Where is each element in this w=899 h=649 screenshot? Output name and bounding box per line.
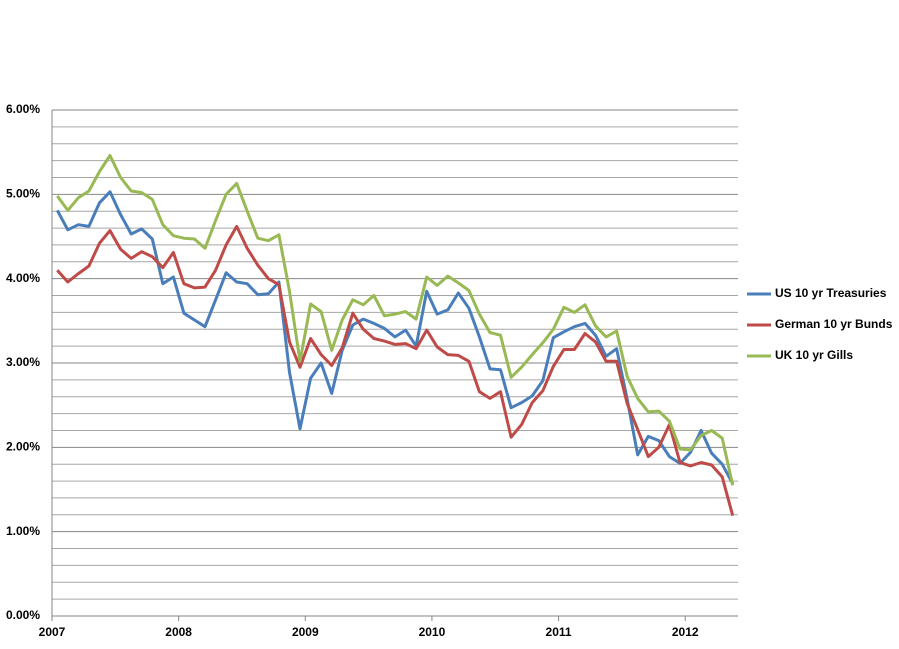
series-line <box>56 154 735 486</box>
legend-label: US 10 yr Treasuries <box>775 286 887 300</box>
y-tick-label: 1.00% <box>6 524 40 538</box>
x-tick-label: 2011 <box>546 625 572 639</box>
legend-label: German 10 yr Bunds <box>775 317 893 331</box>
x-tick-label: 2007 <box>39 625 66 639</box>
x-tick-label: 2010 <box>419 625 446 639</box>
x-tick-label: 2008 <box>165 625 192 639</box>
y-tick-label: 2.00% <box>6 440 40 454</box>
legend-label: UK 10 yr Gills <box>775 348 853 362</box>
y-tick-label: 5.00% <box>6 187 40 201</box>
series-line <box>56 224 735 516</box>
x-tick-label: 2009 <box>292 625 319 639</box>
series-line <box>55 190 735 485</box>
y-tick-label: 0.00% <box>6 608 40 622</box>
x-tick-label: 2012 <box>672 625 699 639</box>
y-tick-label: 3.00% <box>6 355 40 369</box>
y-tick-label: 6.00% <box>6 102 40 116</box>
y-tick-label: 4.00% <box>6 271 40 285</box>
